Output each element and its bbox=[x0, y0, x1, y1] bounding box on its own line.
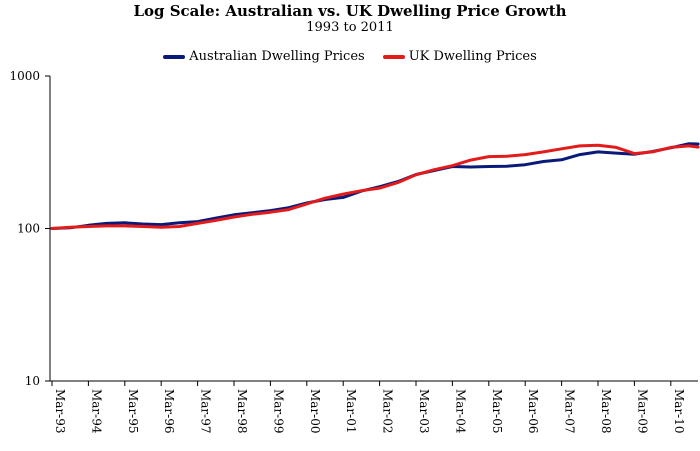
y-tick-label: 10 bbox=[25, 374, 40, 388]
chart-subtitle: 1993 to 2011 bbox=[306, 20, 394, 35]
series-line-australia bbox=[50, 142, 700, 230]
chart-title: Log Scale: Australian vs. UK Dwelling Pr… bbox=[133, 2, 567, 20]
x-tick-label: Mar-04 bbox=[453, 389, 467, 434]
x-tick-label: Mar-10 bbox=[672, 389, 686, 434]
legend-label-uk: UK Dwelling Prices bbox=[408, 49, 537, 64]
x-tick-label: Mar-93 bbox=[53, 389, 67, 434]
legend-label-australia: Australian Dwelling Prices bbox=[189, 49, 365, 64]
x-tick-label: Mar-99 bbox=[271, 389, 285, 434]
x-tick-label: Mar-96 bbox=[162, 389, 176, 434]
x-tick-label: Mar-03 bbox=[417, 389, 431, 434]
x-tick-label: Mar-95 bbox=[126, 389, 140, 434]
x-tick-label: Mar-05 bbox=[490, 389, 504, 434]
x-tick-label: Mar-01 bbox=[344, 389, 358, 434]
series-line-uk bbox=[50, 143, 700, 230]
y-tick-label: 1000 bbox=[9, 69, 40, 83]
legend-swatch-uk bbox=[382, 54, 405, 59]
legend-item-australia: Australian Dwelling Prices bbox=[163, 49, 365, 64]
x-tick-label: Mar-97 bbox=[199, 389, 213, 434]
x-tick-label: Mar-08 bbox=[599, 389, 613, 434]
legend-swatch-australia bbox=[163, 54, 186, 59]
x-tick-label: Mar-07 bbox=[563, 389, 577, 434]
legend-item-uk: UK Dwelling Prices bbox=[382, 49, 537, 64]
x-tick-label: Mar-00 bbox=[308, 389, 322, 434]
legend: Australian Dwelling Prices UK Dwelling P… bbox=[0, 49, 700, 64]
y-tick-label: 100 bbox=[17, 222, 40, 236]
x-tick-label: Mar-94 bbox=[89, 389, 103, 434]
x-tick-label: Mar-98 bbox=[235, 389, 249, 434]
x-tick-label: Mar-06 bbox=[526, 389, 540, 434]
x-tick-label: Mar-09 bbox=[635, 389, 649, 434]
x-tick-label: Mar-02 bbox=[381, 389, 395, 434]
